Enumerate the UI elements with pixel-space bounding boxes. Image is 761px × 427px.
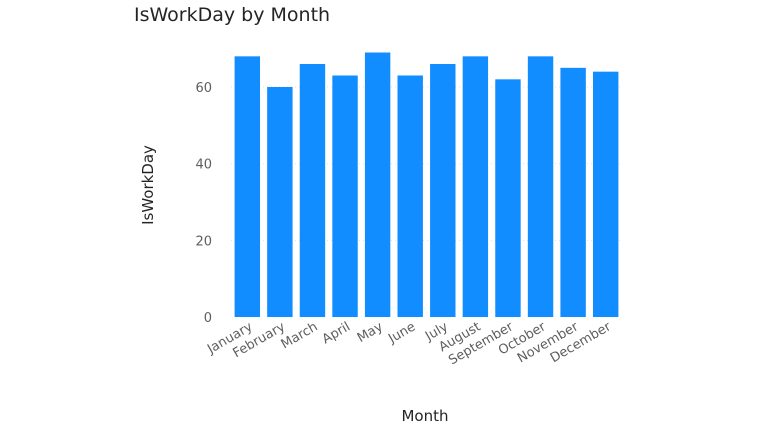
bar-july[interactable] xyxy=(430,64,456,317)
bar-december[interactable] xyxy=(593,71,619,318)
bar-april[interactable] xyxy=(332,75,358,318)
bar-march[interactable] xyxy=(299,64,326,317)
x-tick-label: April xyxy=(320,319,353,347)
x-tick-label: March xyxy=(279,319,321,352)
y-tick-label: 40 xyxy=(195,158,212,173)
bar-february[interactable] xyxy=(267,87,293,317)
y-tick-label: 20 xyxy=(195,234,212,249)
bar-november[interactable] xyxy=(560,67,586,317)
chart-title: IsWorkDay by Month xyxy=(134,4,331,26)
bar-august[interactable] xyxy=(462,56,489,317)
x-axis-title: Month xyxy=(401,407,448,425)
bar-june[interactable] xyxy=(397,75,423,318)
bar-january[interactable] xyxy=(234,56,260,317)
x-tick-label: June xyxy=(385,319,418,347)
y-tick-label: 60 xyxy=(195,81,212,96)
bar-may[interactable] xyxy=(364,52,391,318)
x-tick-label: May xyxy=(355,319,386,346)
bars xyxy=(234,52,619,318)
y-tick-label: 0 xyxy=(204,311,212,326)
bar-september[interactable] xyxy=(495,79,521,317)
y-axis-ticks: 0 20 40 60 xyxy=(195,81,212,326)
bar-october[interactable] xyxy=(527,56,554,317)
y-axis-title: IsWorkDay xyxy=(139,145,157,225)
